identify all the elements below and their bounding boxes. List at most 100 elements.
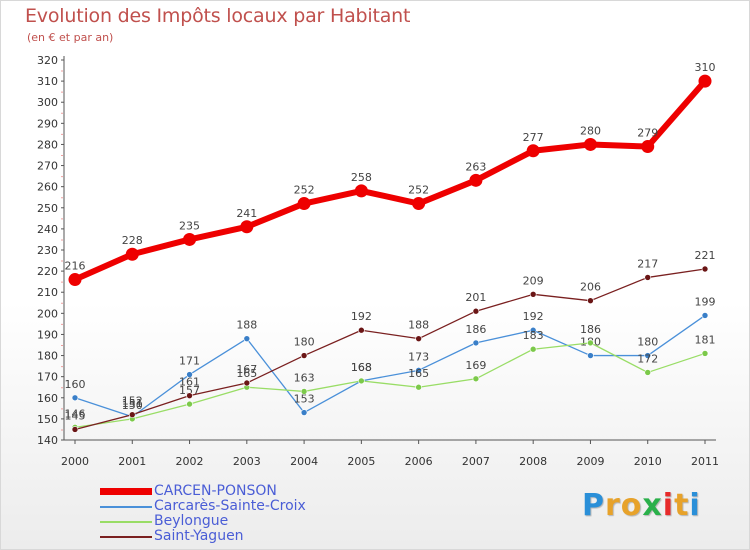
chart-subtitle: (en € et par an) <box>27 31 114 44</box>
data-label-saint-yaguen: 180 <box>294 336 315 349</box>
data-point-saint-yaguen <box>529 291 537 298</box>
logo-letter: x <box>642 488 663 523</box>
data-label-saint-yaguen: 161 <box>179 376 200 389</box>
data-label-saint-yaguen: 145 <box>65 409 86 422</box>
data-label-beylongue: 165 <box>408 367 429 380</box>
data-point-saint-yaguen <box>472 307 480 315</box>
data-point-carcar-s-sainte-croix <box>644 352 652 359</box>
data-label-beylongue: 163 <box>294 371 315 384</box>
data-label-beylongue: 150 <box>122 399 143 412</box>
data-label-saint-yaguen: 217 <box>637 257 658 270</box>
data-point-saint-yaguen <box>186 392 193 399</box>
x-tick-label: 2006 <box>405 455 433 468</box>
chart-legend: CARCEN-PONSON Carcarès-Sainte-Croix Beylon… <box>100 484 306 544</box>
data-point-saint-yaguen <box>415 335 422 342</box>
data-label-saint-yaguen: 206 <box>580 281 601 294</box>
proxiti-logo: Proxiti <box>582 488 701 523</box>
y-tick-label: 210 <box>37 286 58 299</box>
x-tick-label: 2000 <box>61 455 89 468</box>
legend-swatch <box>100 535 152 538</box>
data-point-carcar-s-sainte-croix <box>415 367 422 374</box>
chart-title: Evolution des Impôts locaux par Habitant <box>25 5 411 27</box>
data-label-carcen-ponson: 258 <box>351 171 372 184</box>
data-point-carcar-s-sainte-croix <box>243 335 251 342</box>
x-tick-label: 2005 <box>347 455 375 468</box>
y-tick-label: 310 <box>37 75 58 88</box>
logo-letter: P <box>582 488 605 523</box>
data-label-carcen-ponson: 277 <box>523 131 544 144</box>
data-point-beylongue <box>644 369 652 376</box>
data-label-beylongue: 165 <box>236 367 257 380</box>
series-line-saint-yaguen <box>74 268 706 431</box>
data-label-saint-yaguen: 192 <box>351 310 372 323</box>
data-point-carcen-ponson <box>183 232 197 246</box>
data-label-carcen-ponson: 310 <box>695 61 716 74</box>
data-label-beylongue: 181 <box>695 333 716 346</box>
data-label-beylongue: 168 <box>351 361 372 374</box>
legend-swatch <box>100 520 152 523</box>
data-label-carcen-ponson: 252 <box>294 184 315 197</box>
data-label-carcar-s-sainte-croix: 192 <box>523 310 544 323</box>
data-point-carcen-ponson <box>641 140 655 154</box>
data-point-saint-yaguen <box>587 297 594 304</box>
data-point-saint-yaguen <box>701 265 709 273</box>
y-tick-label: 170 <box>37 371 58 384</box>
data-point-saint-yaguen <box>243 379 251 387</box>
data-point-beylongue <box>415 383 422 391</box>
data-point-saint-yaguen <box>358 326 365 334</box>
data-label-saint-yaguen: 209 <box>523 274 544 287</box>
data-point-saint-yaguen <box>644 274 652 281</box>
y-tick-label: 190 <box>37 328 58 341</box>
data-label-carcar-s-sainte-croix: 180 <box>637 336 658 349</box>
y-tick-label: 220 <box>37 265 58 278</box>
data-label-carcen-ponson: 241 <box>236 207 257 220</box>
logo-letter: t <box>674 488 690 523</box>
data-point-beylongue <box>358 377 365 385</box>
data-label-beylongue: 146 <box>65 407 86 420</box>
data-point-carcar-s-sainte-croix <box>472 339 480 347</box>
x-tick-label: 2010 <box>634 455 662 468</box>
logo-letter: i <box>662 488 675 523</box>
data-point-carcen-ponson <box>125 247 139 261</box>
data-point-carcar-s-sainte-croix <box>300 409 308 416</box>
data-point-beylongue <box>472 375 480 383</box>
data-point-carcen-ponson <box>240 220 254 234</box>
data-label-beylongue: 172 <box>637 352 658 365</box>
data-label-saint-yaguen: 201 <box>465 291 486 304</box>
data-label-beylongue: 183 <box>523 329 544 342</box>
series-line-carcar-s-sainte-croix <box>74 314 706 418</box>
y-tick-label: 230 <box>37 244 58 257</box>
data-point-carcen-ponson <box>412 197 426 211</box>
data-point-carcen-ponson <box>68 273 82 287</box>
data-point-beylongue <box>587 339 594 347</box>
x-tick-label: 2008 <box>519 455 547 468</box>
data-label-carcar-s-sainte-croix: 160 <box>65 378 86 391</box>
data-point-carcen-ponson <box>297 197 311 211</box>
data-label-carcar-s-sainte-croix: 173 <box>408 350 429 363</box>
legend-item-carcar-s-sainte-croix: Carcarès-Sainte-Croix <box>100 499 306 514</box>
y-tick-label: 180 <box>37 350 58 363</box>
data-label-carcar-s-sainte-croix: 186 <box>465 323 486 336</box>
data-point-beylongue <box>186 400 193 408</box>
data-label-carcar-s-sainte-croix: 188 <box>236 319 257 332</box>
x-tick-label: 2002 <box>176 455 204 468</box>
legend-label: Saint-Yaguen <box>154 528 244 544</box>
data-point-beylongue <box>529 345 537 353</box>
y-tick-label: 160 <box>37 392 58 405</box>
x-tick-label: 2011 <box>691 455 719 468</box>
data-label-carcen-ponson: 235 <box>179 219 200 232</box>
data-point-saint-yaguen <box>300 352 308 359</box>
data-point-carcen-ponson <box>526 144 540 158</box>
data-label-carcen-ponson: 228 <box>122 234 143 247</box>
x-tick-label: 2001 <box>118 455 146 468</box>
data-point-carcen-ponson <box>698 74 712 88</box>
series-line-beylongue <box>74 342 706 428</box>
data-label-carcen-ponson: 280 <box>580 124 601 137</box>
data-label-saint-yaguen: 188 <box>408 319 429 332</box>
data-label-beylongue: 169 <box>465 359 486 372</box>
data-label-carcen-ponson: 279 <box>637 127 658 140</box>
y-tick-label: 320 <box>37 54 58 67</box>
data-label-beylongue: 186 <box>580 323 601 336</box>
